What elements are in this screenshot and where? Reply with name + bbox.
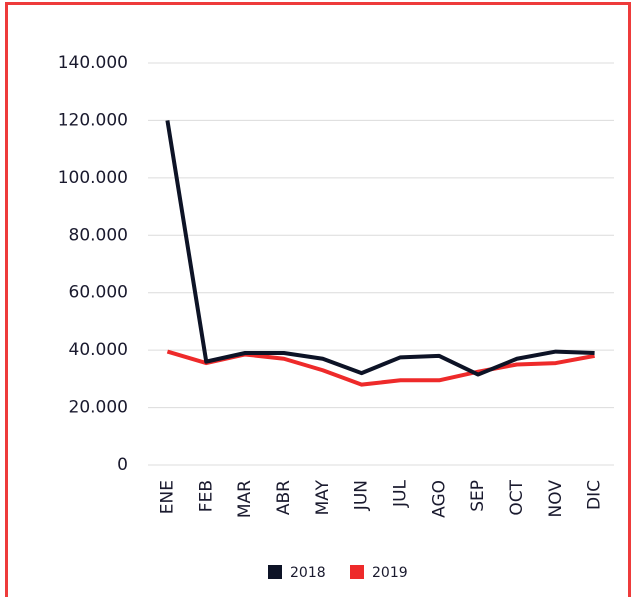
- y-tick-label: 140.000: [58, 53, 128, 73]
- y-tick-label: 80.000: [69, 225, 128, 245]
- x-tick-label: OCT: [507, 479, 527, 515]
- y-tick-label: 0: [117, 455, 128, 475]
- x-tick-label: JUN: [352, 480, 372, 511]
- legend-label: 2018: [290, 565, 326, 581]
- x-tick-label: FEB: [196, 480, 216, 512]
- x-tick-label: DIC: [585, 480, 605, 510]
- y-tick-label: 120.000: [58, 110, 128, 130]
- x-tick-label: NOV: [546, 480, 566, 518]
- x-tick-label: MAR: [235, 480, 255, 518]
- legend-label: 2019: [372, 565, 408, 581]
- x-tick-label: AGO: [429, 480, 449, 518]
- x-tick-label: ENE: [157, 480, 177, 514]
- y-tick-label: 100.000: [58, 168, 128, 188]
- legend-swatch: [350, 565, 364, 579]
- frame: [5, 2, 631, 597]
- x-tick-label: ABR: [274, 480, 294, 515]
- legend-swatch: [268, 565, 282, 579]
- y-tick-label: 40.000: [69, 340, 128, 360]
- series-line: [165, 120, 595, 377]
- x-tick-label: MAY: [313, 479, 333, 515]
- x-tick-label: JUL: [390, 479, 410, 507]
- y-tick-label: 60.000: [69, 283, 128, 303]
- y-tick-label: 20.000: [69, 398, 128, 418]
- x-tick-label: SEP: [468, 480, 488, 512]
